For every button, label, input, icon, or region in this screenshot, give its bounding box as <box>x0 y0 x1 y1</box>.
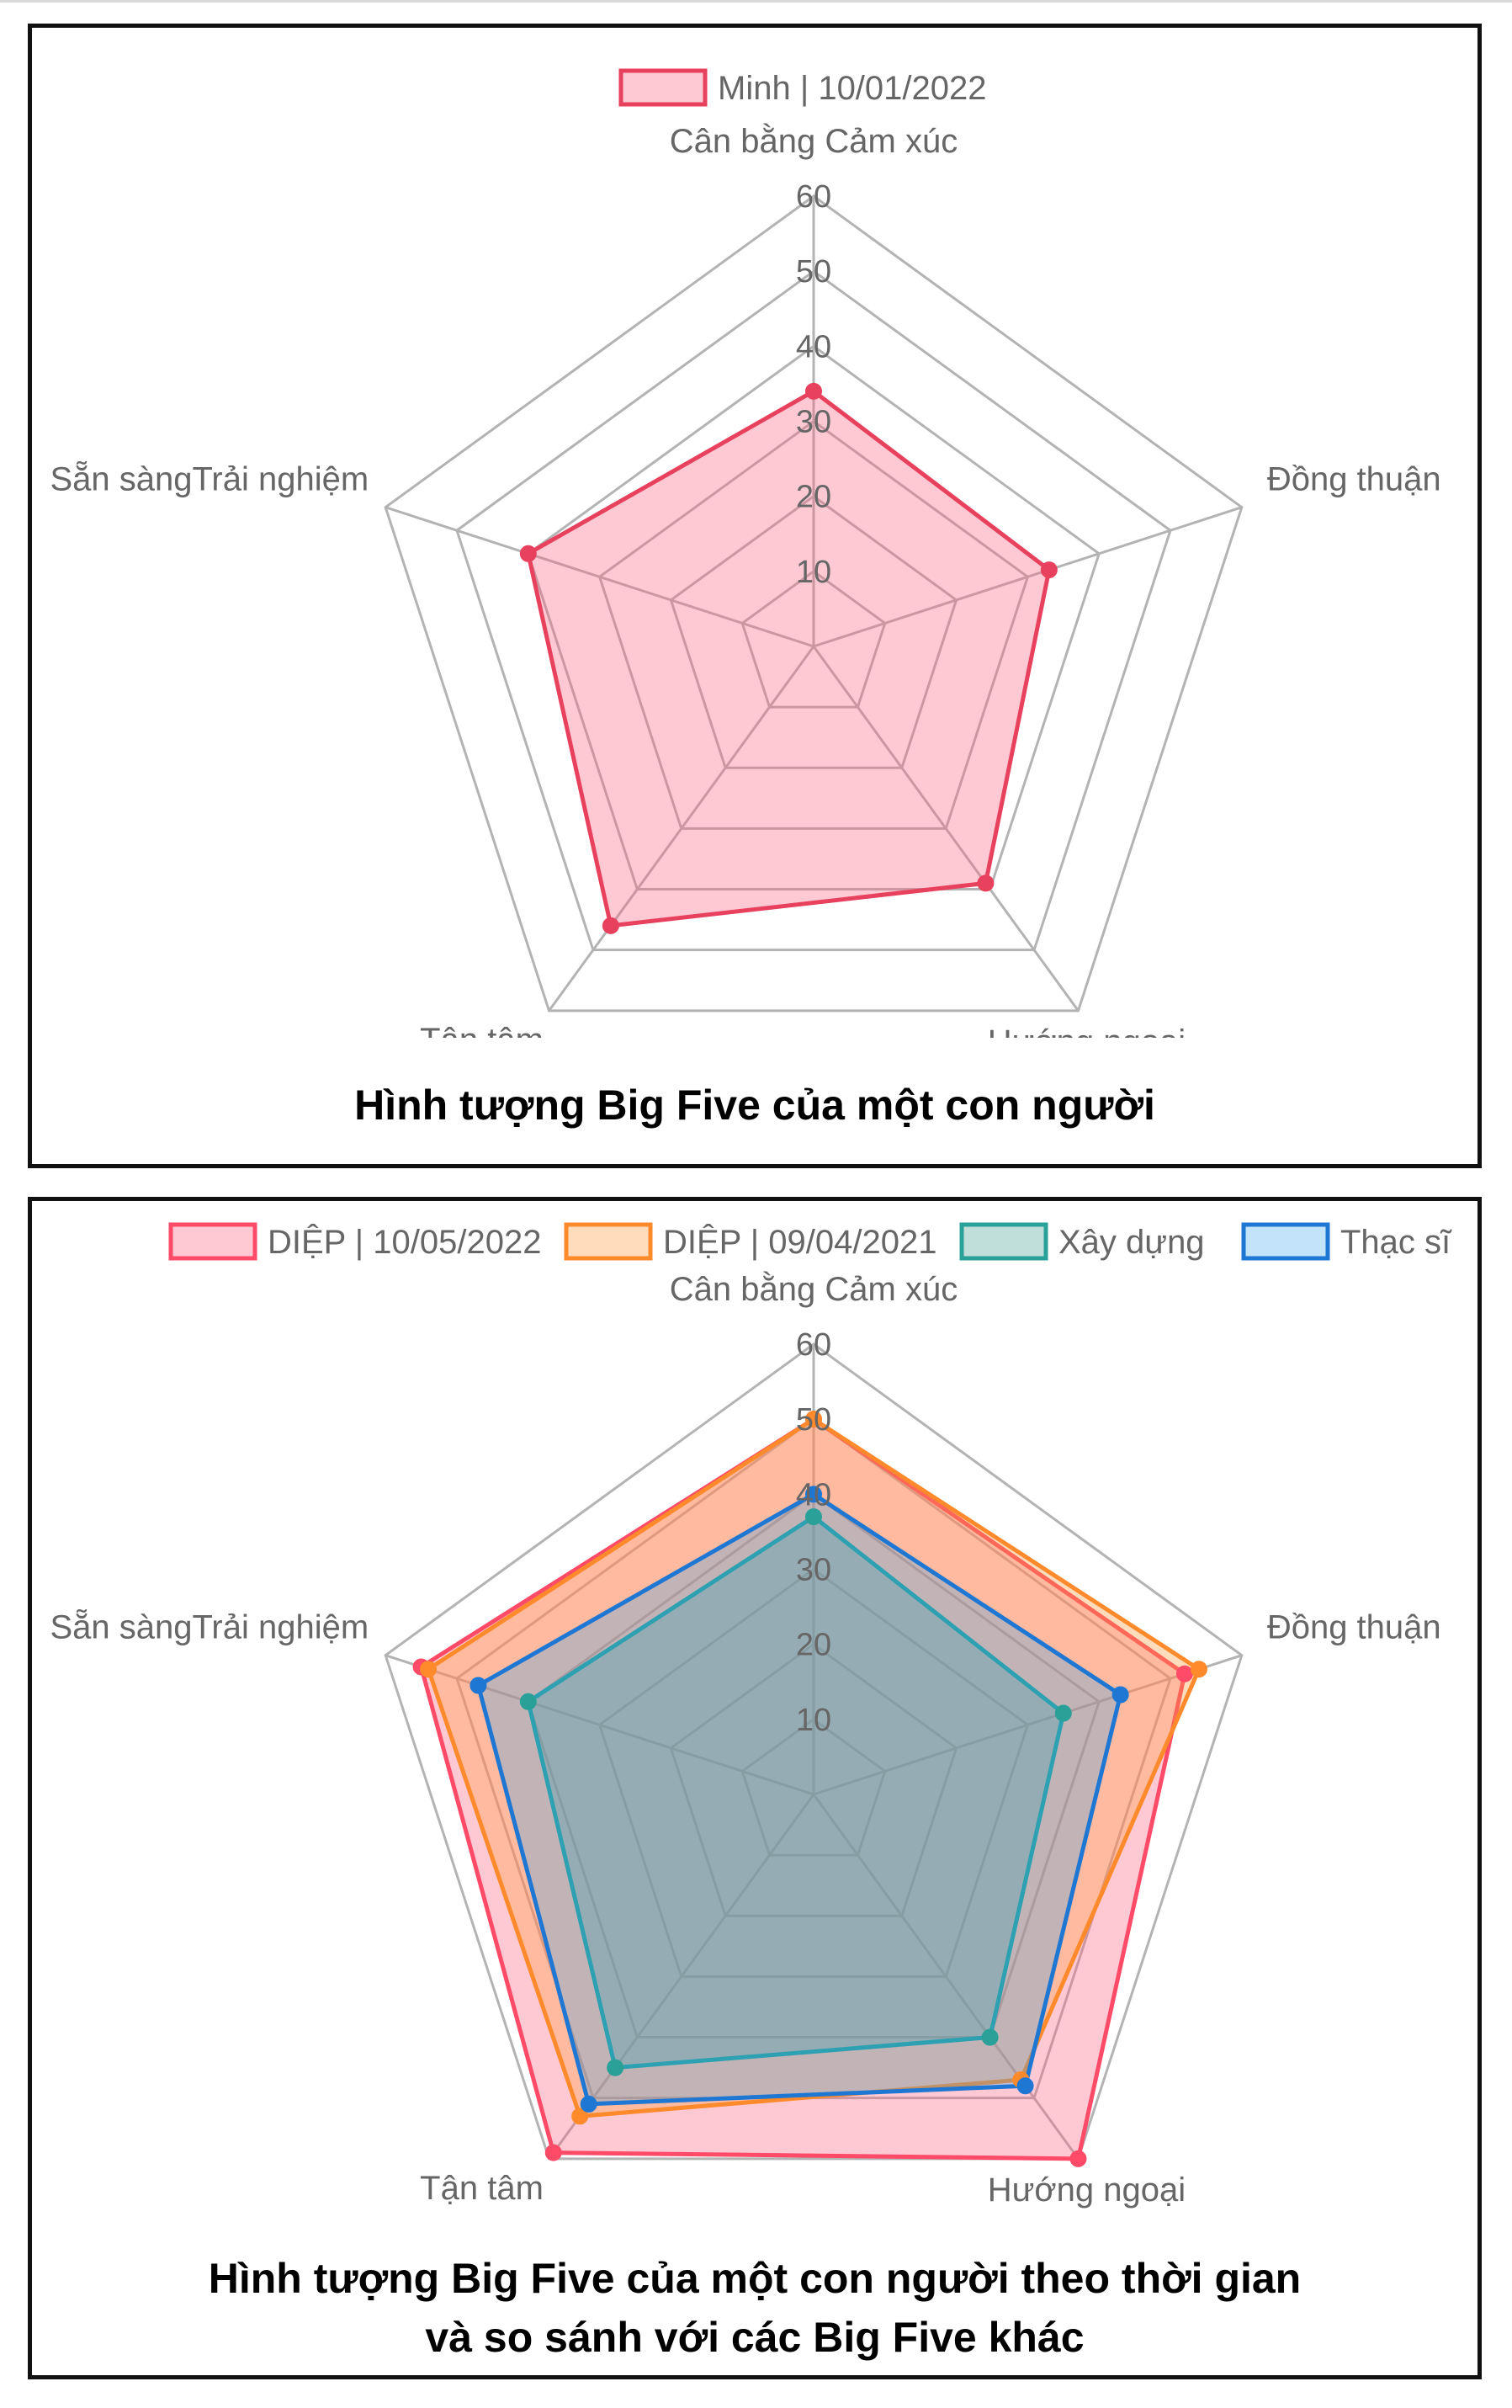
grid-spoke-5 <box>385 506 814 648</box>
tick-label-40: 40 <box>796 1477 831 1512</box>
radar-panel-2: 10 20 30 40 50 60 Cân bằng Cảm xúc Đồng thuận Hư… <box>28 1197 1482 2379</box>
legend-swatch-3 <box>959 1222 1048 1261</box>
series-3-point-2 <box>1054 1704 1072 1722</box>
grid-ring-6 <box>384 1342 1244 2161</box>
legend-label-1: Minh | 10/01/2022 <box>718 70 987 107</box>
legend-swatch-4 <box>1241 1222 1330 1261</box>
radar-chart-1: 10 20 30 40 50 60 Cân bằng Cảm xúc Đồng thuận Hư… <box>50 68 1441 1038</box>
axis-label-2: Đồng thuận <box>1267 1609 1441 1646</box>
top-divider <box>0 0 1512 3</box>
series-3-point-1 <box>805 1508 822 1526</box>
tick-label-60: 60 <box>796 179 831 215</box>
series-2-point-1 <box>805 1411 822 1428</box>
grid-spoke-3 <box>812 646 1080 1012</box>
chart-2-caption-line-1: Hình tượng Big Five của một con người th… <box>208 2255 1302 2302</box>
legend-label-1: DIỆP | 10/05/2022 <box>268 1223 541 1261</box>
axis-label-2: Đồng thuận <box>1267 461 1441 498</box>
legend-item-1: DIỆP | 10/05/2022 <box>168 1222 541 1261</box>
series-4-point-4 <box>580 2095 597 2113</box>
axis-label-5: Sẵn sàngTrải nghiệm <box>50 1608 369 1646</box>
series-area-1 <box>526 389 1052 928</box>
grid-spoke-2 <box>813 506 1243 648</box>
radar-chart-2: 10 20 30 40 50 60 Cân bằng Cảm xúc Đồng thuận Hư… <box>50 1222 1452 2209</box>
legend-swatch-1 <box>168 1222 257 1261</box>
series-3-point-4 <box>607 2059 624 2076</box>
series-area-2 <box>426 1417 1202 2118</box>
series-4-point-5 <box>470 1677 487 1694</box>
grid-ring-4 <box>527 344 1101 891</box>
tick-label-50: 50 <box>796 1402 831 1438</box>
grid-ring-6 <box>384 194 1244 1013</box>
legend-label-3: Xây dựng <box>1058 1224 1205 1261</box>
series-1-point-4 <box>544 2144 562 2161</box>
legend-item-1: Minh | 10/01/2022 <box>618 68 987 107</box>
series-area-1 <box>419 1417 1187 2161</box>
axis-label-1: Cân bằng Cảm xúc <box>670 122 958 160</box>
grid-spoke-3 <box>812 1794 1080 2160</box>
series-2-point-2 <box>1190 1661 1207 1678</box>
grid-spoke-4 <box>548 646 815 1012</box>
series-2-point-5 <box>420 1661 438 1678</box>
grid-ring-1 <box>740 1717 887 1857</box>
series-2-point-4 <box>571 2108 589 2125</box>
legend-item-3: Xây dựng <box>959 1222 1205 1261</box>
axis-label-3: Hướng ngoại <box>988 2171 1186 2209</box>
tick-label-10: 10 <box>796 1703 831 1738</box>
series-area-3 <box>526 1514 1066 2070</box>
chart-2-caption-line-2: và so sánh với các Big Five khác <box>425 2314 1085 2361</box>
chart-1-caption: Hình tượng Big Five của một con người <box>32 1076 1478 1135</box>
tick-label-20: 20 <box>796 480 831 515</box>
tick-label-50: 50 <box>796 254 831 290</box>
grid-ring-3 <box>597 1567 1030 1978</box>
series-1-point-3 <box>1069 2150 1087 2167</box>
grid-ring-2 <box>669 1642 958 1917</box>
axis-label-1: Cân bằng Cảm xúc <box>670 1270 958 1308</box>
grid-ring-1 <box>740 569 887 709</box>
series-area-4 <box>475 1491 1123 2107</box>
legend-label-4: Thạc sĩ <box>1340 1224 1452 1261</box>
grid-ring-3 <box>597 419 1030 830</box>
chart-1-caption-line: Hình tượng Big Five của một con người <box>354 1082 1155 1129</box>
chart-2-caption: Hình tượng Big Five của một con người th… <box>32 2249 1478 2367</box>
series-4-point-1 <box>805 1486 822 1503</box>
legend-item-2: DIỆP | 09/04/2021 <box>564 1222 936 1261</box>
axis-label-4: Tận tâm <box>420 1022 544 1038</box>
axis-label-4: Tận tâm <box>420 2170 544 2207</box>
tick-label-30: 30 <box>796 405 831 440</box>
tick-label-40: 40 <box>796 329 831 364</box>
legend-label-2: DIỆP | 09/04/2021 <box>663 1223 936 1261</box>
axis-label-5: Sẵn sàngTrải nghiệm <box>50 460 369 498</box>
grid-ring-2 <box>669 494 958 769</box>
series-4-point-3 <box>1016 2077 1034 2095</box>
series-1-point-1 <box>805 382 822 400</box>
series-4-point-2 <box>1111 1686 1129 1704</box>
axis-label-3: Hướng ngoại <box>988 1023 1186 1038</box>
grid-ring-4 <box>527 1492 1101 2039</box>
legend-item-4: Thạc sĩ <box>1241 1222 1452 1261</box>
legend-swatch-2 <box>564 1222 653 1261</box>
grid-spoke-5 <box>385 1654 814 1796</box>
legend-swatch-1 <box>618 68 708 107</box>
series-3-point-5 <box>519 1693 537 1710</box>
series-1-point-5 <box>519 545 537 562</box>
series-1-point-4 <box>602 917 619 934</box>
series-3-point-3 <box>981 2028 999 2046</box>
grid-spoke-2 <box>813 1654 1243 1796</box>
tick-label-20: 20 <box>796 1628 831 1663</box>
series-1-point-2 <box>1040 561 1058 579</box>
grid-ring-5 <box>455 269 1172 952</box>
series-1-point-3 <box>977 874 995 892</box>
radar-panel-1: 10 20 30 40 50 60 Cân bằng Cảm xúc Đồng thuận Hư… <box>28 24 1482 1168</box>
tick-label-60: 60 <box>796 1327 831 1363</box>
series-1-point-2 <box>1175 1665 1193 1682</box>
tick-label-30: 30 <box>796 1553 831 1588</box>
tick-label-10: 10 <box>796 555 831 590</box>
